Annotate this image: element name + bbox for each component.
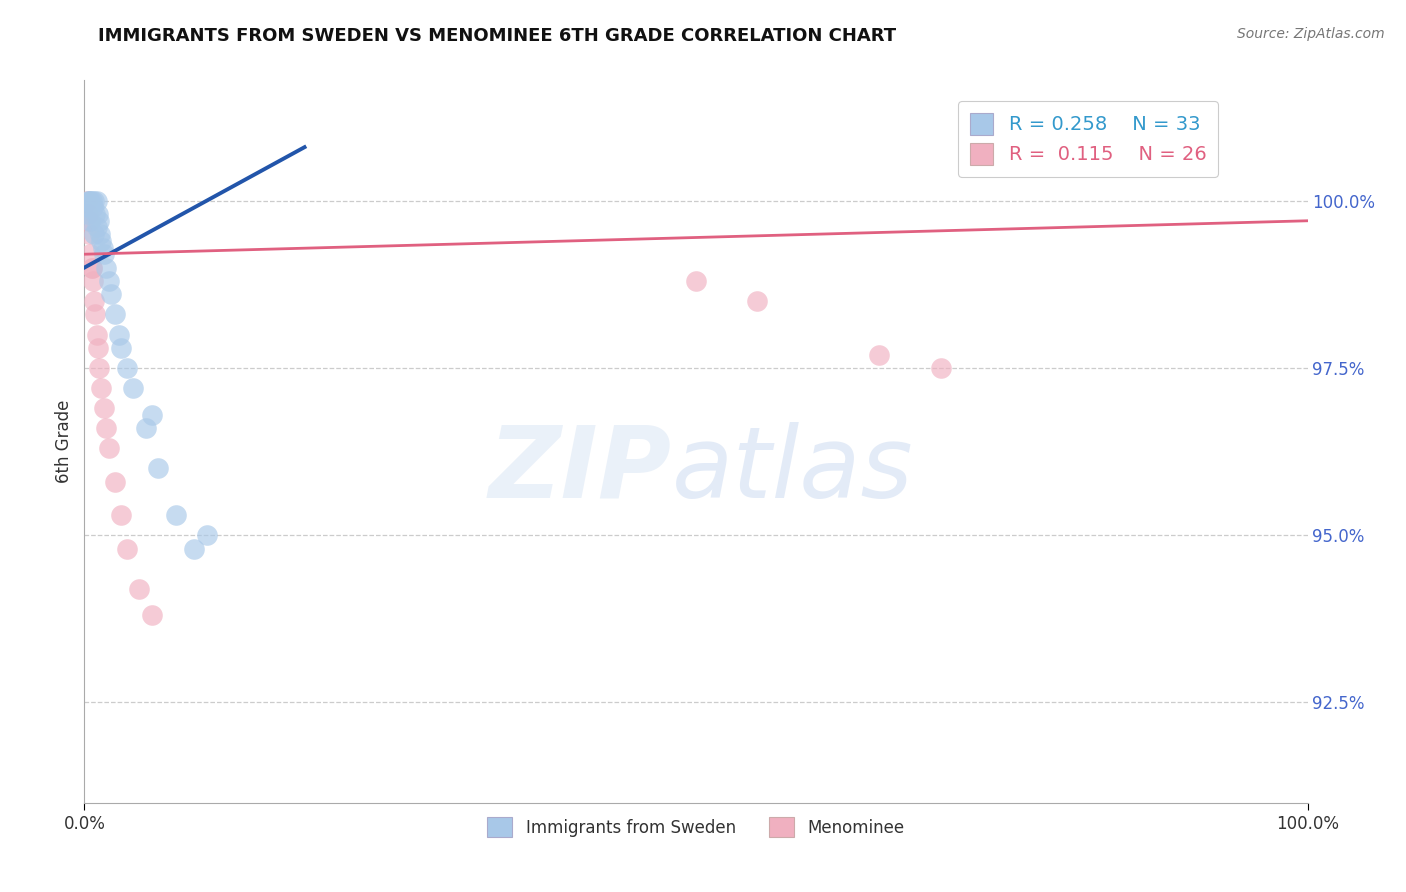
Point [77, 194, 100, 208]
Text: Source: ZipAtlas.com: Source: ZipAtlas.com [1237, 27, 1385, 41]
Point [83, 293, 105, 308]
Point [82, 274, 104, 288]
Point [141, 608, 163, 623]
Point [128, 582, 150, 596]
Point [84, 207, 107, 221]
Point [89, 227, 111, 241]
Point [87, 360, 110, 375]
Point [96, 421, 118, 435]
Point [115, 360, 138, 375]
Point [87, 213, 110, 227]
Point [97, 441, 120, 455]
Point [83, 194, 105, 208]
Point [83, 227, 105, 241]
Y-axis label: 6th Grade: 6th Grade [55, 400, 73, 483]
Point [110, 341, 132, 355]
Point [146, 461, 169, 475]
Point [84, 308, 107, 322]
Point [93, 247, 115, 261]
Point [87, 341, 110, 355]
Point [80, 194, 103, 208]
Point [685, 274, 707, 288]
Text: atlas: atlas [672, 422, 912, 519]
Point [82, 200, 104, 214]
Point [79, 247, 101, 261]
Point [115, 541, 138, 556]
Point [91, 240, 114, 254]
Point [87, 207, 110, 221]
Point [747, 293, 769, 308]
Point [80, 260, 103, 275]
Point [104, 308, 127, 322]
Point [77, 227, 100, 241]
Point [77, 200, 100, 214]
Point [79, 213, 101, 227]
Point [110, 508, 132, 523]
Point [86, 220, 108, 235]
Point [165, 508, 187, 523]
Point [77, 194, 100, 208]
Point [77, 213, 100, 227]
Point [90, 234, 112, 248]
Point [79, 194, 101, 208]
Point [122, 381, 145, 395]
Point [195, 528, 218, 542]
Point [93, 401, 115, 415]
Legend: Immigrants from Sweden, Menominee: Immigrants from Sweden, Menominee [479, 809, 912, 845]
Point [86, 194, 108, 208]
Point [76, 194, 98, 208]
Text: ZIP: ZIP [488, 422, 672, 519]
Point [86, 327, 108, 342]
Point [90, 381, 112, 395]
Point [77, 207, 100, 221]
Point [135, 421, 157, 435]
Point [76, 207, 98, 221]
Point [100, 287, 122, 301]
Point [107, 327, 129, 342]
Point [80, 260, 103, 275]
Point [96, 260, 118, 275]
Point [929, 360, 952, 375]
Point [869, 347, 891, 361]
Text: IMMIGRANTS FROM SWEDEN VS MENOMINEE 6TH GRADE CORRELATION CHART: IMMIGRANTS FROM SWEDEN VS MENOMINEE 6TH … [98, 27, 897, 45]
Point [183, 541, 205, 556]
Point [97, 274, 120, 288]
Point [104, 475, 127, 489]
Point [141, 408, 163, 422]
